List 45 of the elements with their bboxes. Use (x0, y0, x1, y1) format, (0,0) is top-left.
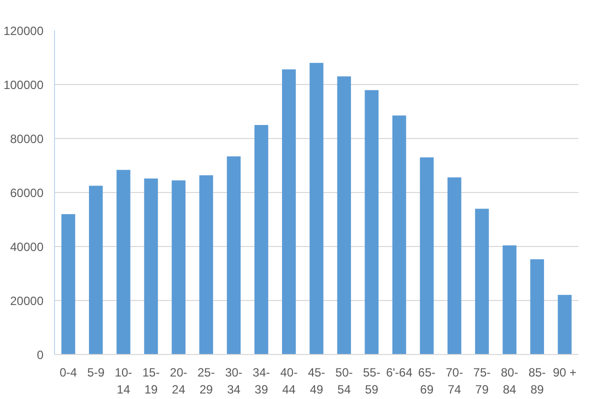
x-tick-label: 70- 74 (446, 366, 464, 396)
bar (144, 178, 158, 354)
bar (448, 177, 462, 354)
bar (199, 175, 214, 354)
x-tick-label: 50- 54 (335, 366, 353, 396)
bar (310, 62, 324, 354)
bar (364, 90, 379, 354)
bar (282, 69, 296, 354)
x-tick-label: 65- 69 (418, 366, 436, 396)
bar (337, 76, 351, 354)
x-tick-label: 80- 84 (500, 366, 518, 396)
bar (226, 156, 241, 354)
x-tick-label: 40- 44 (280, 366, 298, 396)
x-tick-label: 90 + (552, 366, 577, 380)
x-tick-label: 6'-64 (386, 366, 413, 380)
y-tick-label: 40000 (10, 240, 44, 254)
bar (392, 116, 406, 354)
x-tick-label: 34- 39 (252, 366, 270, 396)
x-tick-label: 0-4 (60, 366, 78, 380)
x-tick-label: 30- 34 (225, 366, 242, 396)
bar (116, 170, 130, 354)
y-tick-label: 60000 (10, 186, 44, 200)
bar (61, 214, 76, 354)
x-tick-label: 55- 59 (362, 366, 380, 396)
y-tick-label: 120000 (3, 24, 44, 38)
bar (475, 208, 489, 354)
bar (530, 259, 544, 354)
bar (558, 294, 572, 354)
y-tick-label: 0 (36, 348, 44, 362)
bar (502, 245, 516, 354)
x-tick-label: 45- 49 (308, 366, 326, 396)
x-tick-label: 5-9 (87, 366, 105, 380)
x-tick-label: 10- 14 (114, 366, 132, 396)
bar (254, 125, 268, 354)
x-tick-label: 15- 19 (142, 366, 160, 396)
y-tick-label: 20000 (10, 294, 44, 308)
x-tick-label: 75- 79 (473, 366, 491, 396)
x-tick-label: 25- 29 (198, 366, 215, 396)
y-tick-label: 100000 (3, 78, 44, 92)
bar (88, 186, 103, 354)
x-tick-label: 85- 89 (528, 366, 546, 396)
x-tick-label: 20- 24 (170, 366, 188, 396)
bar (420, 157, 434, 354)
y-tick-label: 80000 (10, 132, 44, 146)
bar (172, 180, 186, 354)
